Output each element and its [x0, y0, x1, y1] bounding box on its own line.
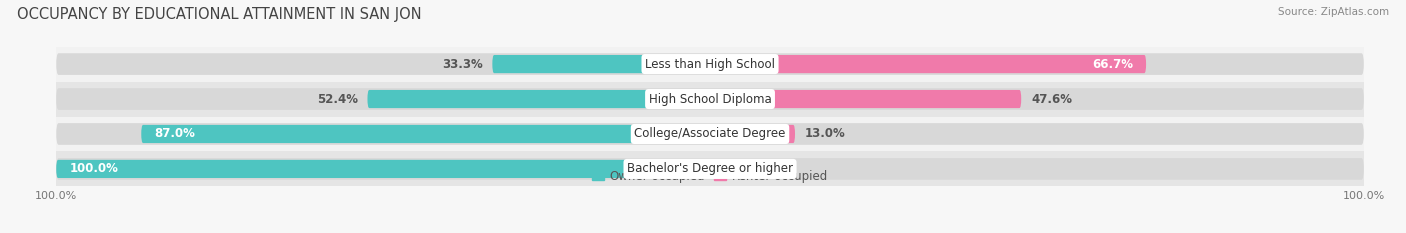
FancyBboxPatch shape — [710, 125, 794, 143]
FancyBboxPatch shape — [492, 55, 710, 73]
FancyBboxPatch shape — [56, 53, 1364, 75]
FancyBboxPatch shape — [710, 90, 1021, 108]
FancyBboxPatch shape — [56, 160, 710, 178]
Text: OCCUPANCY BY EDUCATIONAL ATTAINMENT IN SAN JON: OCCUPANCY BY EDUCATIONAL ATTAINMENT IN S… — [17, 7, 422, 22]
FancyBboxPatch shape — [141, 125, 710, 143]
FancyBboxPatch shape — [56, 123, 1364, 145]
Text: Source: ZipAtlas.com: Source: ZipAtlas.com — [1278, 7, 1389, 17]
FancyBboxPatch shape — [367, 90, 710, 108]
Text: 47.6%: 47.6% — [1031, 93, 1071, 106]
Legend: Owner-occupied, Renter-occupied: Owner-occupied, Renter-occupied — [586, 165, 834, 188]
Bar — [56, 151, 1364, 186]
FancyBboxPatch shape — [56, 158, 1364, 180]
Text: 87.0%: 87.0% — [155, 127, 195, 140]
Text: 33.3%: 33.3% — [441, 58, 482, 71]
Bar — [56, 82, 1364, 116]
Text: 52.4%: 52.4% — [316, 93, 357, 106]
FancyBboxPatch shape — [710, 55, 1146, 73]
Text: College/Associate Degree: College/Associate Degree — [634, 127, 786, 140]
Text: 66.7%: 66.7% — [1092, 58, 1133, 71]
Text: High School Diploma: High School Diploma — [648, 93, 772, 106]
FancyBboxPatch shape — [56, 88, 1364, 110]
Bar — [56, 47, 1364, 82]
Bar — [56, 116, 1364, 151]
Text: 13.0%: 13.0% — [804, 127, 845, 140]
Text: Less than High School: Less than High School — [645, 58, 775, 71]
Text: 100.0%: 100.0% — [69, 162, 118, 175]
Text: Bachelor's Degree or higher: Bachelor's Degree or higher — [627, 162, 793, 175]
